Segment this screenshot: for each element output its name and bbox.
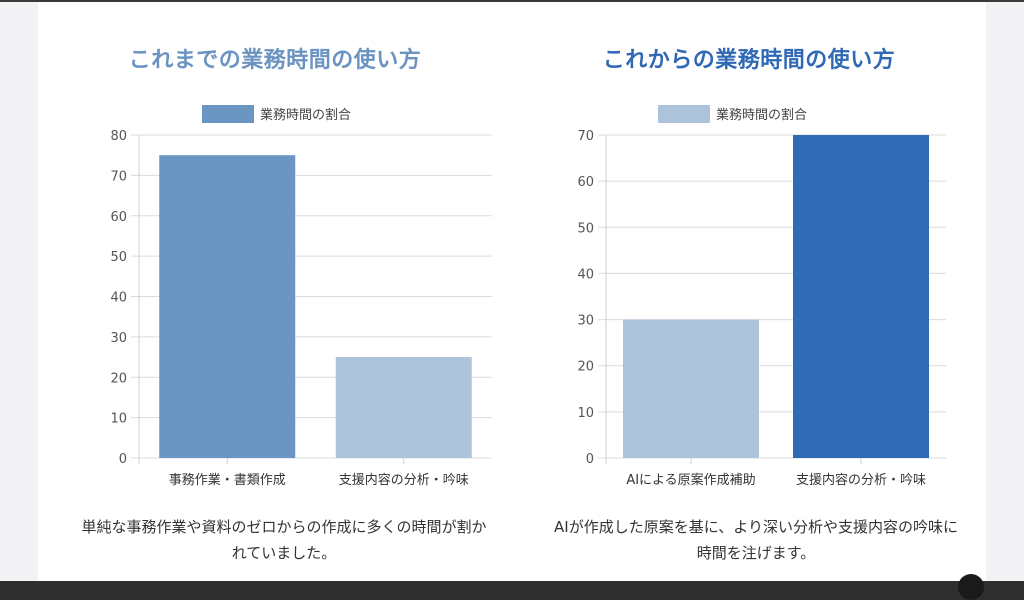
bar-1 xyxy=(159,155,296,458)
chart-title-after: これからの業務時間の使い方 xyxy=(602,48,896,73)
y-tick-label: 20 xyxy=(110,371,127,386)
legend-label: 業務時間の割合 xyxy=(260,107,351,123)
y-tick-label: 40 xyxy=(110,291,127,306)
x-tick-label: 支援内容の分析・吟味 xyxy=(796,472,926,488)
caption-before: 単純な事務作業や資料のゼロからの作成に多くの時間が割かれていました。 xyxy=(81,518,487,562)
bar-2 xyxy=(793,135,929,458)
y-tick-label: 10 xyxy=(110,412,127,427)
y-tick-label: 70 xyxy=(110,169,127,184)
y-tick-label: 20 xyxy=(577,360,594,375)
floating-action-icon[interactable] xyxy=(958,574,984,600)
y-tick-label: 60 xyxy=(577,175,594,190)
y-tick-label: 10 xyxy=(577,406,594,421)
window-top-border xyxy=(0,0,1024,2)
left-margin xyxy=(0,2,38,581)
chart-title-before: これまでの業務時間の使い方 xyxy=(128,48,422,73)
right-margin xyxy=(986,2,1024,581)
y-tick-label: 70 xyxy=(577,129,594,144)
y-tick-label: 60 xyxy=(110,210,127,225)
y-tick-label: 0 xyxy=(586,452,594,467)
bar-1 xyxy=(623,319,759,458)
y-tick-label: 50 xyxy=(110,250,127,265)
x-tick-label: 事務作業・書類作成 xyxy=(169,472,286,488)
y-tick-label: 50 xyxy=(577,221,594,236)
chart-panel-before: これまでの業務時間の使い方 0 10 20 30 40 50 60 70 80 事務作業・書類作成… xyxy=(38,2,512,581)
bar-chart-after: 0 10 20 30 40 50 60 70 AIによる原案作成補助 支援内容の分析・吟味 業務時間… xyxy=(577,105,946,488)
x-tick-label: 支援内容の分析・吟味 xyxy=(339,472,469,488)
caption-after: AIが作成した原案を基に、より深い分析や支援内容の吟味に時間を注げます。 xyxy=(554,518,958,562)
bar-chart-before: 0 10 20 30 40 50 60 70 80 事務作業・書類作成 支援内容の分析・吟味 業務時間… xyxy=(110,105,492,488)
y-tick-label: 40 xyxy=(577,267,594,282)
chart-panel-after: これからの業務時間の使い方 0 10 20 30 40 50 60 70 AIによる原案作成補助… xyxy=(512,2,986,581)
slide-page: これまでの業務時間の使い方 0 10 20 30 40 50 60 70 80 事務作業・書類作成… xyxy=(38,2,986,581)
legend-label: 業務時間の割合 xyxy=(716,107,807,123)
y-tick-label: 30 xyxy=(110,331,127,346)
bar-2 xyxy=(335,357,472,458)
y-tick-label: 80 xyxy=(110,129,127,144)
legend-swatch xyxy=(658,105,710,123)
x-tick-label: AIによる原案作成補助 xyxy=(626,473,755,488)
y-tick-label: 0 xyxy=(119,452,127,467)
y-tick-label: 30 xyxy=(577,314,594,329)
legend-swatch xyxy=(202,105,254,123)
